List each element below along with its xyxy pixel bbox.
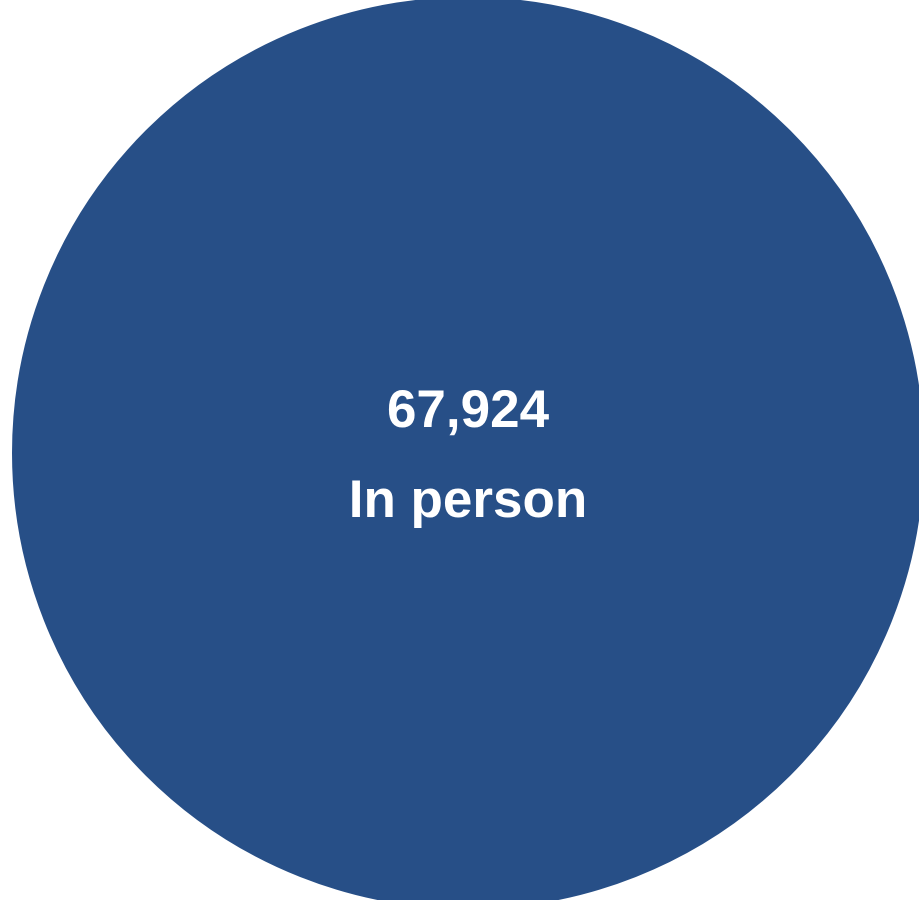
pie-slice-in-person [10,0,919,900]
data-label-category: In person [349,470,588,529]
pie-data-labels: 67,924 In person [349,380,588,529]
pie-slices [10,0,919,900]
data-label-value: 67,924 [387,380,550,439]
